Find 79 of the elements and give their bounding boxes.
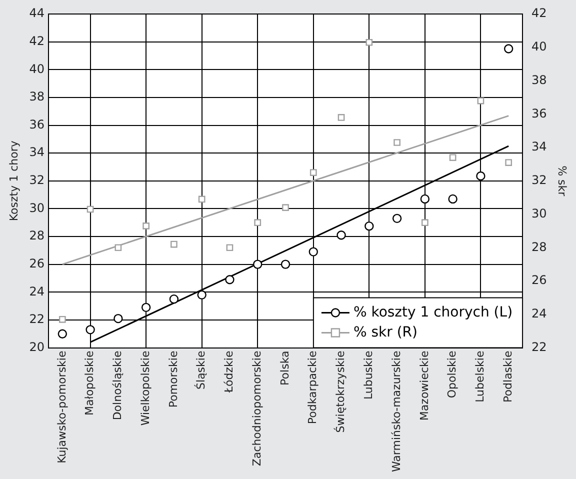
x-tick-label: Wielkopolskie bbox=[138, 350, 152, 426]
legend-label: % koszty 1 chorych (L) bbox=[353, 304, 513, 320]
point bbox=[477, 97, 484, 104]
point bbox=[114, 314, 123, 324]
point bbox=[169, 294, 179, 304]
x-tick-label: Małopolskie bbox=[83, 350, 96, 416]
point bbox=[198, 196, 206, 203]
x-tick-label: Zachodniopomorskie bbox=[250, 350, 264, 466]
x-tick-label: Łódzkie bbox=[222, 350, 236, 394]
point bbox=[280, 260, 290, 269]
y2-tick-label: 40 bbox=[532, 40, 547, 54]
point bbox=[58, 316, 66, 323]
y-axis-title: Koszty 1 chory bbox=[7, 140, 20, 222]
point bbox=[114, 244, 122, 252]
y-tick-label: 34 bbox=[29, 145, 44, 160]
y-tick-label: 26 bbox=[29, 256, 44, 270]
point bbox=[308, 247, 318, 256]
point bbox=[142, 222, 150, 230]
y-tick-label: 36 bbox=[29, 117, 44, 132]
y2-tick-label: 36 bbox=[532, 106, 547, 120]
x-tick-label: Mazowieckie bbox=[418, 350, 431, 421]
x-tick-label: Opolskie bbox=[446, 350, 459, 398]
y-tick-label: 38 bbox=[29, 90, 44, 104]
x-tick-label: Pomorskie bbox=[166, 350, 180, 408]
point bbox=[476, 171, 486, 181]
y-tick-label: 28 bbox=[29, 228, 44, 243]
point bbox=[86, 325, 95, 334]
x-tick-label: Podkarpackie bbox=[306, 350, 320, 424]
y-tick-label: 32 bbox=[29, 173, 44, 187]
point bbox=[254, 219, 262, 226]
y2-tick-label: 28 bbox=[532, 240, 547, 254]
x-tick-label: Lubelskie bbox=[474, 350, 487, 402]
point bbox=[449, 154, 456, 161]
point bbox=[253, 260, 262, 269]
y-tick-label: 30 bbox=[29, 200, 44, 215]
y-tick-label: 20 bbox=[29, 340, 44, 354]
point bbox=[366, 38, 373, 46]
point bbox=[58, 329, 68, 338]
y-tick-label: 22 bbox=[29, 312, 44, 326]
point bbox=[504, 44, 514, 54]
y2-tick-label: 22 bbox=[532, 340, 547, 354]
y-tick-label: 44 bbox=[29, 6, 44, 20]
point bbox=[364, 221, 374, 231]
x-tick-label: Dolnośląskie bbox=[111, 350, 124, 420]
y-tick-label: 40 bbox=[29, 62, 44, 76]
y2-tick-label: 38 bbox=[532, 72, 547, 87]
y2-tick-label: 24 bbox=[532, 306, 547, 321]
y2-tick-label: 26 bbox=[532, 273, 547, 288]
point bbox=[141, 302, 151, 312]
point bbox=[422, 219, 428, 226]
point bbox=[420, 194, 430, 204]
y2-tick-label: 42 bbox=[532, 6, 547, 20]
point bbox=[225, 275, 234, 284]
point bbox=[336, 230, 346, 240]
x-tick-label: Kujawsko-pomorskie bbox=[55, 350, 68, 464]
x-tick-label: Polska bbox=[278, 350, 292, 386]
point bbox=[448, 194, 458, 204]
point bbox=[392, 214, 402, 224]
point bbox=[282, 204, 289, 212]
point bbox=[505, 159, 512, 166]
y2-tick-label: 32 bbox=[532, 173, 547, 187]
point bbox=[310, 169, 317, 176]
y2-axis-title: % skr bbox=[556, 166, 569, 197]
x-tick-label: Podlaskie bbox=[501, 350, 514, 402]
x-tick-label: Lubuskie bbox=[362, 350, 376, 400]
y-tick-label: 42 bbox=[29, 34, 44, 48]
point bbox=[170, 240, 178, 248]
y2-tick-label: 34 bbox=[532, 140, 547, 154]
x-tick-label: Śląskie bbox=[194, 350, 208, 390]
point bbox=[394, 139, 400, 146]
y2-tick-label: 30 bbox=[532, 206, 547, 220]
legend-label: % skr (R) bbox=[353, 324, 418, 340]
point bbox=[226, 244, 234, 252]
x-tick-label: Warmińsko-mazurskie bbox=[390, 350, 403, 472]
point bbox=[338, 114, 345, 121]
y-tick-label: 24 bbox=[29, 284, 44, 298]
point bbox=[86, 206, 94, 213]
x-tick-label: Świętokrzyskie bbox=[333, 350, 348, 433]
point bbox=[197, 290, 206, 300]
